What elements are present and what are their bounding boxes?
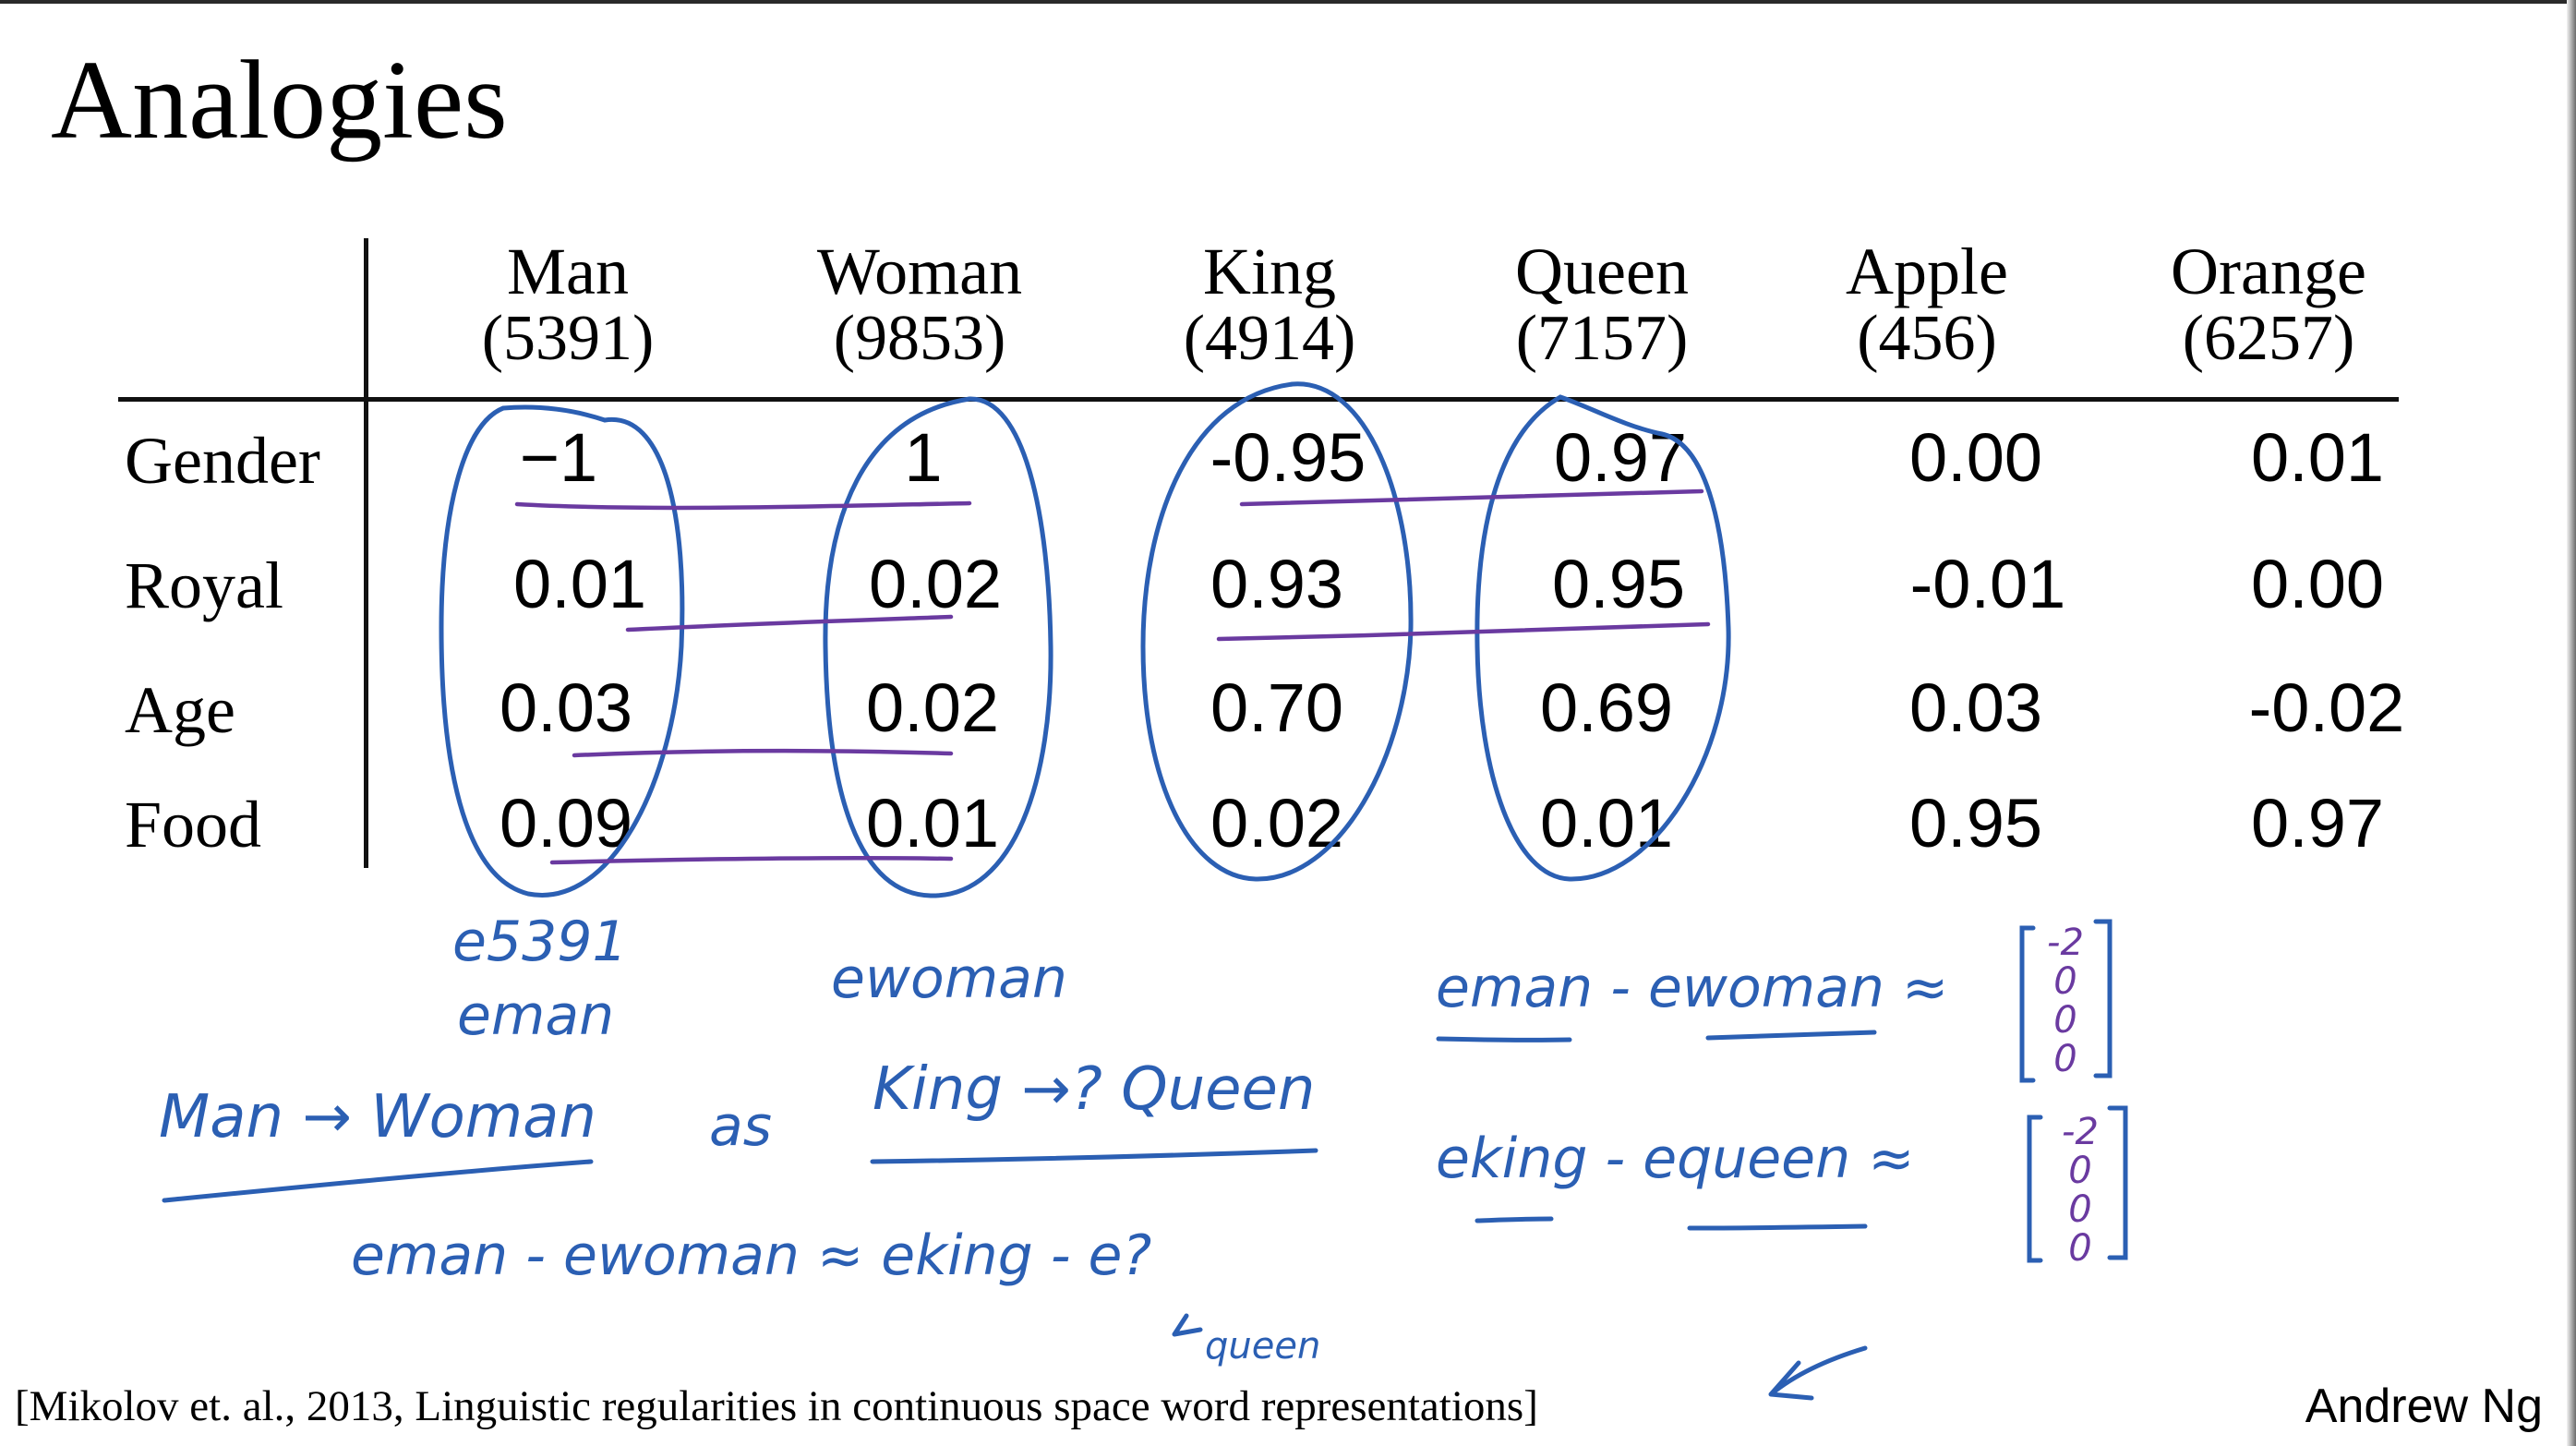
- column-index: (9853): [833, 303, 1006, 375]
- vector-entry: 0: [2053, 1038, 2077, 1080]
- right-edge-shadow: [2567, 0, 2576, 1446]
- column-word: Orange: [2171, 235, 2366, 308]
- table-cell: 0.00: [1908, 419, 2043, 496]
- table-cell: -0.02: [2248, 669, 2405, 746]
- note-eman: eman: [457, 983, 615, 1048]
- note-analogy-left: Man → Woman: [159, 1083, 596, 1151]
- vector-entry: 0: [2068, 1150, 2092, 1192]
- column-word: Queen: [1515, 235, 1689, 308]
- underline-eking: [1475, 1216, 1554, 1223]
- vector-entry: 0: [2068, 1227, 2092, 1270]
- row-label-age: Age: [125, 673, 235, 747]
- vector-result-1: -2 0 0 0: [2042, 923, 2088, 1078]
- column-index: (4914): [1183, 303, 1356, 375]
- ellipse-king: [1140, 381, 1414, 882]
- column-word: Woman: [816, 235, 1023, 308]
- table-horizontal-rule: [118, 397, 2399, 402]
- slide-title: Analogies: [51, 38, 508, 163]
- row-label-gender: Gender: [125, 424, 320, 498]
- note-analogy-right: King →? Queen: [873, 1055, 1316, 1124]
- table-cell: 0.01: [1539, 785, 1674, 862]
- purple-line-royal-2: [1216, 621, 1711, 642]
- column-header-king: King (4914): [1113, 235, 1426, 375]
- ellipse-queen: [1475, 394, 1731, 882]
- note-ewoman: ewoman: [831, 946, 1067, 1011]
- underline-equeen: [1687, 1223, 1868, 1231]
- column-header-woman: Woman (9853): [763, 235, 1077, 375]
- bracket-vec2-right: [2107, 1105, 2128, 1260]
- column-header-apple: Apple (456): [1770, 235, 2084, 375]
- table-cell: 0.00: [2250, 546, 2385, 622]
- note-diff-man-woman: eman - ewoman ≈: [1436, 956, 1949, 1020]
- row-label-food: Food: [125, 788, 262, 862]
- bracket-vec1-left: [2019, 925, 2036, 1083]
- vector-result-2: -2 0 0 0: [2057, 1113, 2103, 1268]
- table-cell: 0.01: [512, 546, 647, 622]
- table-cell: -0.95: [1210, 419, 1366, 496]
- column-index: (456): [1857, 303, 1997, 375]
- column-index: (6257): [2182, 303, 2355, 375]
- ellipse-man: [439, 404, 685, 898]
- table-cell: 0.70: [1210, 669, 1344, 746]
- author-name: Andrew Ng: [2305, 1380, 2543, 1433]
- column-header-man: Man (5391): [411, 235, 725, 375]
- table-cell: 0.95: [1908, 785, 2043, 862]
- table-cell: 0.02: [1210, 785, 1344, 862]
- table-cell: -0.01: [1909, 546, 2066, 622]
- purple-line-royal-1: [625, 614, 954, 633]
- column-word: Apple: [1846, 235, 2008, 308]
- table-cell: 0.93: [1210, 546, 1344, 622]
- ellipse-woman: [823, 396, 1053, 898]
- table-cell: 0.97: [2250, 785, 2385, 862]
- row-label-royal: Royal: [125, 548, 283, 622]
- table-cell: 0.01: [865, 785, 1000, 862]
- column-index: (5391): [481, 303, 655, 375]
- table-cell: 0.02: [868, 546, 1003, 622]
- note-queen: queen: [1205, 1325, 1321, 1368]
- arrow-queen-note: [1172, 1313, 1203, 1337]
- column-header-orange: Orange (6257): [2112, 235, 2426, 375]
- table-cell: 1: [904, 419, 943, 496]
- note-equation: eman - ewoman ≈ eking - e?: [351, 1223, 1152, 1288]
- purple-line-gender-1: [514, 500, 972, 511]
- table-vertical-rule: [364, 238, 368, 868]
- table-cell: 0.95: [1551, 546, 1686, 622]
- vector-entry: -2: [2062, 1111, 2099, 1153]
- vector-entry: 0: [2053, 999, 2077, 1042]
- citation: [Mikolov et. al., 2013, Linguistic regul…: [15, 1382, 1538, 1430]
- table-cell: 0.03: [499, 669, 633, 746]
- note-e5391: e5391: [452, 910, 628, 974]
- table-cell: 0.69: [1539, 669, 1674, 746]
- purple-line-gender-2: [1239, 488, 1704, 507]
- column-header-queen: Queen (7157): [1445, 235, 1759, 375]
- vector-entry: -2: [2047, 922, 2084, 964]
- table-cell: 0.01: [2250, 419, 2385, 496]
- vector-entry: 0: [2053, 960, 2077, 1003]
- purple-line-age: [572, 748, 954, 758]
- vector-entry: 0: [2068, 1188, 2092, 1231]
- table-cell: −1: [519, 419, 598, 496]
- column-word: King: [1203, 235, 1336, 308]
- table-cell: 0.03: [1908, 669, 2043, 746]
- purple-line-food: [549, 855, 954, 865]
- column-index: (7157): [1515, 303, 1689, 375]
- table-cell: 0.09: [499, 785, 633, 862]
- column-word: Man: [507, 235, 629, 308]
- arrow-to-citation: [1768, 1345, 1868, 1401]
- bracket-vec1-right: [2093, 919, 2113, 1078]
- bracket-vec2-left: [2027, 1115, 2043, 1263]
- underline-man-woman: [162, 1159, 594, 1203]
- note-diff-king-queen: eking - equeen ≈: [1436, 1127, 1915, 1191]
- top-border: [0, 0, 2576, 4]
- underline-eman: [1436, 1036, 1572, 1042]
- table-cell: 0.02: [865, 669, 1000, 746]
- underline-ewoman: [1705, 1030, 1877, 1041]
- underline-king-queen: [870, 1148, 1318, 1164]
- note-as-symbol: as: [709, 1094, 773, 1159]
